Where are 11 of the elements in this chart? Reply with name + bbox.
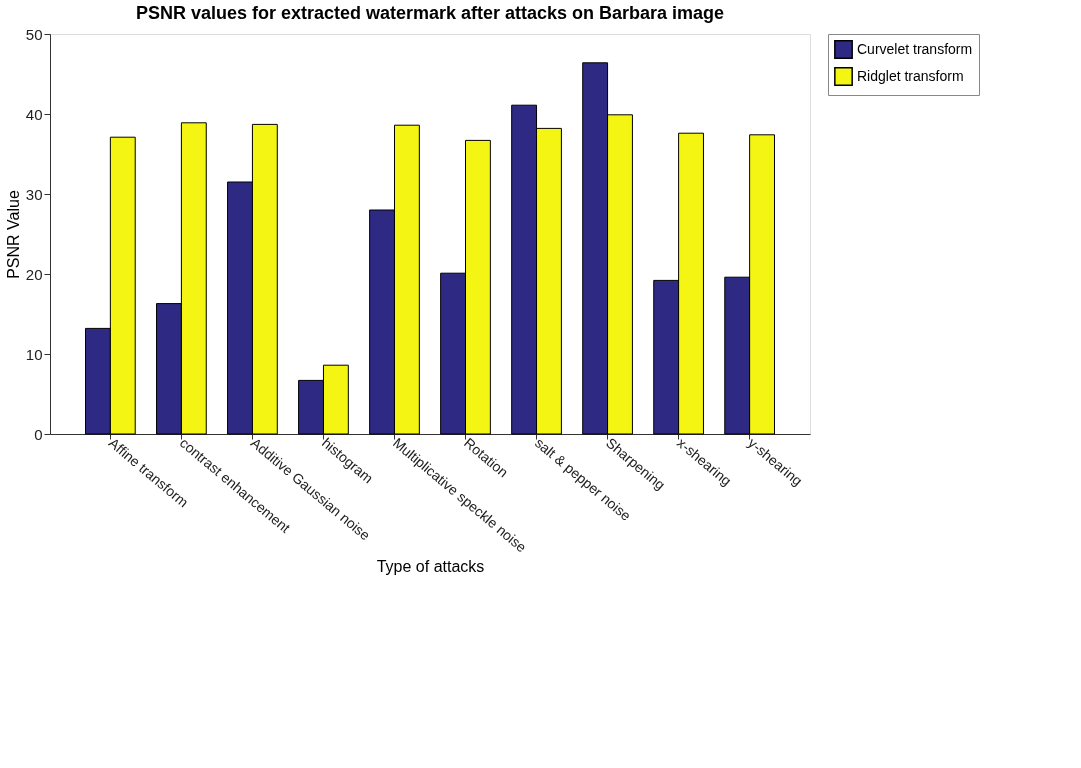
y-tick-label: 40 bbox=[25, 105, 43, 123]
y-tick-label: 20 bbox=[25, 265, 43, 283]
x-axis-title: Type of attacks bbox=[376, 558, 485, 576]
y-tick-label: 10 bbox=[25, 345, 43, 363]
legend-label: Ridglet transform bbox=[857, 67, 964, 84]
y-axis-title: PSNR Value bbox=[4, 190, 22, 279]
legend-label: Curvelet transform bbox=[857, 40, 973, 57]
y-tick-label: 0 bbox=[34, 425, 43, 443]
y-tick-label: 50 bbox=[25, 25, 43, 43]
chart-title: PSNR values for extracted watermark after attacks on Barbara image bbox=[135, 3, 725, 23]
y-tick-label: 30 bbox=[25, 185, 43, 203]
